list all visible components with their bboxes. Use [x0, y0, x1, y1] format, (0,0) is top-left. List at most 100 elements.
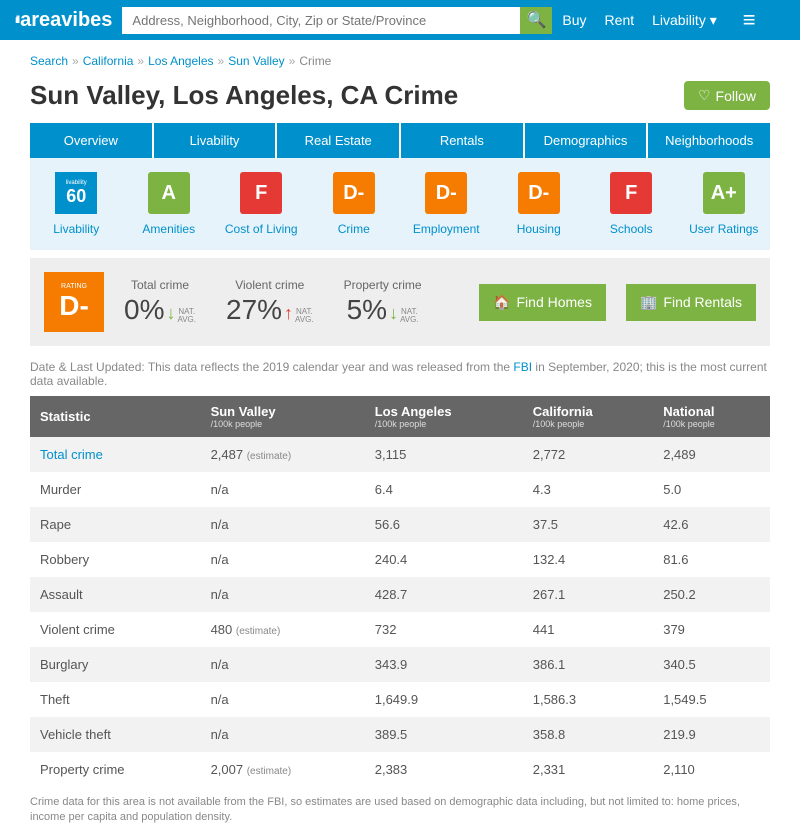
cell-stat: Total crime	[30, 437, 201, 472]
stat-label: Violent crime	[226, 278, 314, 292]
cell-sv: n/a	[201, 682, 365, 717]
cell-ca: 132.4	[523, 542, 653, 577]
stat-property-crime: Property crime5%↓NAT.AVG.	[344, 278, 422, 326]
cell-nat: 379	[653, 612, 770, 647]
breadcrumb-link[interactable]: California	[83, 54, 134, 68]
score-item-user-ratings[interactable]: A+User Ratings	[678, 172, 771, 236]
score-item-employment[interactable]: D-Employment	[400, 172, 493, 236]
find-rentals-label: Find Rentals	[663, 294, 742, 310]
summary-bar: RATING D- Total crime0%↓NAT.AVG. Violent …	[30, 258, 770, 346]
tab-livability[interactable]: Livability	[154, 123, 276, 158]
th-sun-valley: Sun Valley/100k people	[201, 396, 365, 437]
title-row: Sun Valley, Los Angeles, CA Crime ♡Follo…	[30, 80, 770, 123]
livability-badge: livability60	[55, 172, 97, 214]
grade-badge: D-	[518, 172, 560, 214]
score-item-housing[interactable]: D- Housing	[493, 172, 586, 236]
cell-nat: 1,549.5	[653, 682, 770, 717]
nat-avg-label: NAT.AVG.	[400, 308, 419, 324]
table-body: Total crime2,487 (estimate)3,1152,7722,4…	[30, 437, 770, 787]
score-label: Housing	[493, 222, 586, 236]
cell-ca: 2,772	[523, 437, 653, 472]
breadcrumb-sep: »	[289, 54, 296, 68]
overall-grade: RATING D-	[44, 272, 104, 332]
footer-note: Crime data for this area is not availabl…	[30, 795, 770, 826]
stat-link[interactable]: Total crime	[40, 447, 103, 462]
cell-nat: 81.6	[653, 542, 770, 577]
cell-sv: n/a	[201, 577, 365, 612]
cell-la: 56.6	[365, 507, 523, 542]
cell-nat: 2,489	[653, 437, 770, 472]
cell-la: 240.4	[365, 542, 523, 577]
table-row: Violent crime480 (estimate)732441379	[30, 612, 770, 647]
cell-sv: 2,007 (estimate)	[201, 752, 365, 787]
cell-la: 428.7	[365, 577, 523, 612]
breadcrumb-link[interactable]: Los Angeles	[148, 54, 213, 68]
cell-la: 3,115	[365, 437, 523, 472]
table-row: Total crime2,487 (estimate)3,1152,7722,4…	[30, 437, 770, 472]
tab-demographics[interactable]: Demographics	[525, 123, 647, 158]
nav-rent[interactable]: Rent	[605, 12, 635, 28]
stat-value: 27%	[226, 294, 282, 326]
cell-stat: Robbery	[30, 542, 201, 577]
stat-total-crime: Total crime0%↓NAT.AVG.	[124, 278, 196, 326]
cell-ca: 1,586.3	[523, 682, 653, 717]
score-item-amenities[interactable]: AAmenities	[123, 172, 216, 236]
tabs: OverviewLivabilityReal EstateRentalsDemo…	[30, 123, 770, 158]
cell-la: 389.5	[365, 717, 523, 752]
find-rentals-button[interactable]: 🏢 Find Rentals	[626, 284, 756, 321]
score-label: Cost of Living	[215, 222, 308, 236]
heart-icon: ♡	[698, 87, 711, 104]
menu-icon[interactable]: ≡	[743, 7, 756, 33]
score-item-cost-of-living[interactable]: FCost of Living	[215, 172, 308, 236]
score-item-livability[interactable]: livability60 Livability	[30, 172, 123, 236]
cell-nat: 250.2	[653, 577, 770, 612]
score-item-schools[interactable]: FSchools	[585, 172, 678, 236]
follow-label: Follow	[716, 88, 756, 104]
find-homes-button[interactable]: 🏠Find Homes	[479, 284, 606, 321]
breadcrumb-link[interactable]: Sun Valley	[228, 54, 284, 68]
tab-real-estate[interactable]: Real Estate	[277, 123, 399, 158]
tab-neighborhoods[interactable]: Neighborhoods	[648, 123, 770, 158]
cell-la: 6.4	[365, 472, 523, 507]
stat-label: Property crime	[344, 278, 422, 292]
logo[interactable]: ılılareavibes	[15, 9, 112, 32]
breadcrumb-sep: »	[72, 54, 79, 68]
nav-livability[interactable]: Livability ▾	[652, 12, 717, 29]
cell-stat: Vehicle theft	[30, 717, 201, 752]
cell-sv: n/a	[201, 717, 365, 752]
score-label: Livability	[30, 222, 123, 236]
logo-icon: ılıl	[15, 15, 18, 26]
table-row: Theftn/a1,649.91,586.31,549.5	[30, 682, 770, 717]
breadcrumb-link[interactable]: Search	[30, 54, 68, 68]
cell-stat: Violent crime	[30, 612, 201, 647]
grade-badge: D-	[333, 172, 375, 214]
nav-buy[interactable]: Buy	[562, 12, 586, 28]
summary-stats: Total crime0%↓NAT.AVG. Violent crime 27%↑ N…	[124, 278, 422, 326]
table-row: Robberyn/a240.4132.481.6	[30, 542, 770, 577]
cell-stat: Rape	[30, 507, 201, 542]
table-row: Murdern/a6.44.35.0	[30, 472, 770, 507]
tab-rentals[interactable]: Rentals	[401, 123, 523, 158]
score-item-crime[interactable]: D-Crime	[308, 172, 401, 236]
cell-stat: Property crime	[30, 752, 201, 787]
table-row: Vehicle theftn/a389.5358.8219.9	[30, 717, 770, 752]
building-icon: 🏢	[640, 294, 657, 311]
arrow-up-icon: ↑	[284, 303, 293, 323]
cell-ca: 37.5	[523, 507, 653, 542]
search-button[interactable]: 🔍	[520, 7, 552, 34]
stat-value: 0%	[124, 294, 164, 326]
fbi-link[interactable]: FBI	[513, 360, 532, 374]
cell-la: 1,649.9	[365, 682, 523, 717]
search-input[interactable]	[122, 7, 520, 34]
grade-badge: D-	[425, 172, 467, 214]
nav-links: Buy Rent Livability ▾ ≡	[562, 7, 755, 33]
table-row: Rapen/a56.637.542.6	[30, 507, 770, 542]
grade-badge: A	[148, 172, 190, 214]
table-header-row: StatisticSun Valley/100k peopleLos Angel…	[30, 396, 770, 437]
cell-stat: Burglary	[30, 647, 201, 682]
cell-la: 2,383	[365, 752, 523, 787]
cell-ca: 4.3	[523, 472, 653, 507]
tab-overview[interactable]: Overview	[30, 123, 152, 158]
table-row: Property crime2,007 (estimate)2,3832,331…	[30, 752, 770, 787]
follow-button[interactable]: ♡ Follow	[684, 81, 770, 110]
